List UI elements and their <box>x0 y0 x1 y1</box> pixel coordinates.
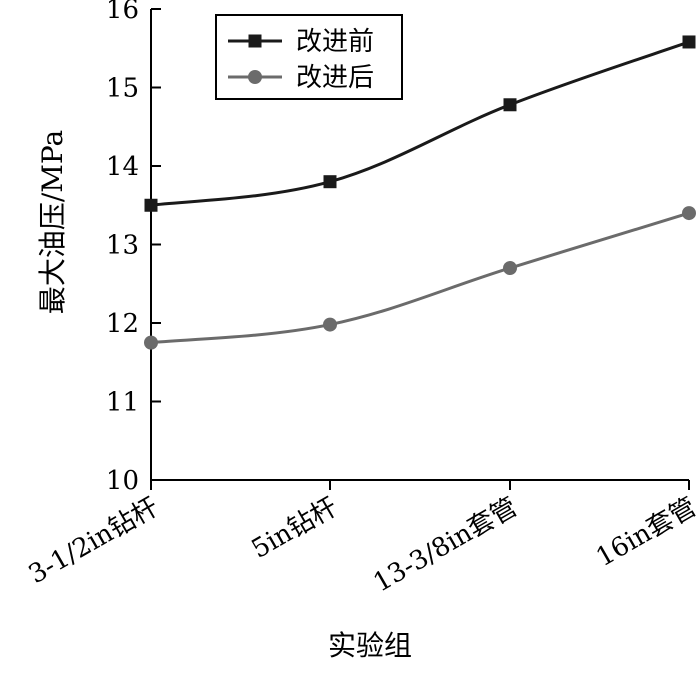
data-point-circle <box>144 335 158 350</box>
series-line-before <box>150 40 690 207</box>
data-point-circle <box>682 206 696 221</box>
x-tick-label: 3-1/2in钻杆 <box>24 492 164 590</box>
data-point-square <box>144 198 158 212</box>
y-tick-label: 10 <box>106 466 139 496</box>
y-tick-label: 15 <box>106 74 139 104</box>
y-tick-label: 14 <box>106 152 139 182</box>
legend-label: 改进后 <box>296 63 374 93</box>
y-axis-title: 最大油压/MPa <box>36 130 69 314</box>
data-point-square <box>323 175 337 189</box>
legend-marker-square <box>248 34 262 48</box>
data-point-circle <box>323 317 337 332</box>
legend-label: 改进前 <box>296 27 374 57</box>
x-tick-label: 16in套管 <box>591 492 700 573</box>
x-axis-title: 实验组 <box>328 629 412 662</box>
y-tick-label: 16 <box>106 0 139 25</box>
series-line-after <box>150 211 690 345</box>
y-tick-label: 13 <box>106 231 139 261</box>
x-tick-label: 13-3/8in套管 <box>368 492 522 598</box>
data-point-circle <box>503 261 517 276</box>
legend-marker-circle <box>248 70 262 84</box>
data-point-square <box>503 98 517 112</box>
y-tick-label: 12 <box>106 309 139 339</box>
data-point-square <box>682 35 696 49</box>
y-tick-label: 11 <box>106 388 139 418</box>
x-tick-label: 5in钻杆 <box>247 492 343 565</box>
legend-box <box>215 14 403 100</box>
